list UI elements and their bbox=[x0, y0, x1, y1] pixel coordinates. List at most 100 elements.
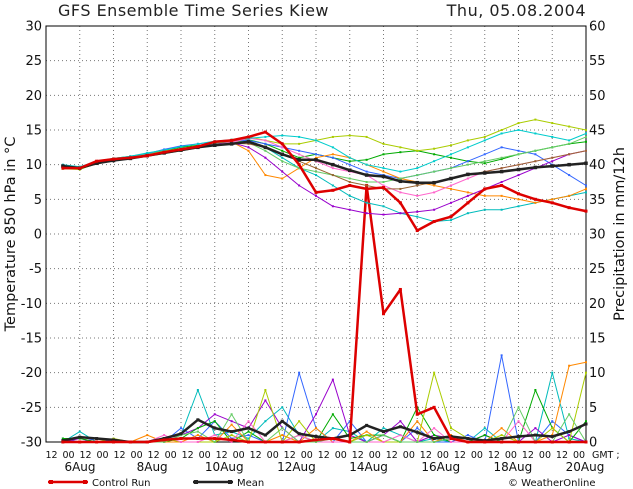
right-tick-label: 30 bbox=[589, 228, 606, 243]
temp-member-4-point bbox=[348, 163, 351, 166]
precip-control-point bbox=[331, 437, 335, 441]
temp-member-7-point bbox=[382, 181, 385, 183]
temp-member-6-point bbox=[450, 201, 452, 204]
hour-tick-label: 00 bbox=[97, 450, 109, 461]
left-axis-ticks: 30 25 20 15 10 5 0 -5 -10 -15 -20 -25 -30 bbox=[21, 20, 42, 451]
temp-member-1-point bbox=[382, 205, 385, 208]
left-tick-label: -10 bbox=[21, 297, 42, 312]
precip-member-5-point bbox=[230, 423, 233, 426]
hour-tick-label: 00 bbox=[335, 450, 347, 461]
precip-member-4-point bbox=[247, 430, 250, 433]
precip-mean-point bbox=[247, 426, 250, 430]
temp-control-point bbox=[196, 145, 200, 149]
precip-control-line bbox=[62, 184, 586, 444]
date-label: 6Aug bbox=[64, 460, 95, 474]
temp-member-7-point bbox=[298, 167, 301, 170]
temp-member-7-point bbox=[348, 177, 351, 180]
temp-member-5-point bbox=[450, 187, 452, 190]
temp-member-9-point bbox=[298, 135, 301, 138]
precip-control-point bbox=[280, 440, 284, 444]
legend-mean-marker bbox=[194, 480, 198, 484]
precip-member-1-point bbox=[483, 427, 486, 430]
temp-member-6-point bbox=[247, 146, 250, 149]
precip-mean-point bbox=[230, 430, 234, 434]
temp-member-4-point bbox=[517, 149, 520, 152]
precip-member-1-point bbox=[331, 427, 334, 430]
precip-control-point bbox=[247, 440, 250, 444]
right-tick-label: 55 bbox=[589, 54, 606, 69]
left-tick-label: 25 bbox=[25, 54, 42, 69]
hour-tick-label: 12 bbox=[352, 450, 364, 461]
temp-control-line bbox=[62, 130, 587, 232]
precip-member-1-point bbox=[568, 437, 571, 440]
left-tick-label: 15 bbox=[25, 124, 42, 139]
temp-member-4-point bbox=[298, 149, 301, 152]
precip-control-point bbox=[567, 440, 571, 444]
temp-control-point bbox=[331, 188, 335, 192]
temp-control-point bbox=[398, 201, 402, 205]
temp-mean-point bbox=[297, 158, 301, 162]
temp-member-6-point bbox=[264, 156, 267, 159]
temp-member-10-point bbox=[365, 184, 368, 187]
precip-member-8-point bbox=[433, 441, 436, 443]
precip-member-5-point bbox=[500, 427, 503, 430]
precip-mean-point bbox=[517, 434, 520, 438]
precip-member-4-point bbox=[61, 437, 64, 440]
temp-mean-point bbox=[567, 162, 571, 167]
temp-member-7-point bbox=[315, 170, 317, 173]
temp-mean-point bbox=[229, 142, 234, 146]
temp-member-10-point bbox=[247, 142, 250, 145]
hour-tick-label: 12 bbox=[250, 450, 262, 461]
precip-member-5-point bbox=[568, 364, 571, 367]
temp-member-9-line bbox=[62, 129, 587, 173]
precip-member-7-point bbox=[196, 441, 199, 443]
temp-member-9-point bbox=[315, 139, 317, 142]
precip-member-2-point bbox=[247, 434, 250, 437]
left-tick-label: -20 bbox=[21, 366, 42, 381]
temp-control-point bbox=[128, 156, 132, 160]
hour-tick-label: 12 bbox=[114, 450, 126, 461]
precip-member-4-point bbox=[585, 420, 587, 423]
temp-member-10-point bbox=[500, 167, 503, 170]
precip-mean-point bbox=[280, 419, 284, 423]
temp-member-6-point bbox=[298, 184, 301, 187]
temp-member-5-point bbox=[281, 177, 284, 180]
temp-control-point bbox=[78, 166, 82, 170]
temp-member-10-point bbox=[348, 181, 351, 183]
date-label: 20Aug bbox=[566, 460, 605, 474]
temp-mean-point bbox=[449, 176, 453, 181]
precip-member-4-point bbox=[196, 427, 199, 430]
hour-tick-label: 00 bbox=[165, 450, 177, 461]
temp-member-2-point bbox=[433, 153, 436, 156]
right-tick-label: 5 bbox=[589, 401, 597, 416]
temp-member-1-point bbox=[365, 201, 368, 204]
temp-member-3-point bbox=[382, 142, 385, 145]
precip-mean-point bbox=[263, 433, 267, 437]
precip-member-4-point bbox=[331, 413, 334, 416]
precip-control-point bbox=[517, 440, 520, 444]
temp-member-2-point bbox=[281, 149, 284, 152]
temp-member-1-point bbox=[416, 215, 419, 218]
hour-tick-label: 00 bbox=[539, 450, 551, 461]
precip-member-6-point bbox=[450, 427, 452, 430]
temp-member-7-point bbox=[517, 153, 520, 156]
temp-member-9-point bbox=[146, 151, 149, 154]
temp-member-2-point bbox=[483, 162, 486, 165]
precip-member-8-point bbox=[230, 413, 233, 416]
precip-control-point bbox=[230, 438, 234, 442]
legend-mean-marker-end bbox=[228, 480, 232, 484]
precip-mean-point bbox=[584, 422, 588, 426]
precip-control-point bbox=[128, 440, 132, 444]
precip-member-3-point bbox=[315, 413, 317, 416]
temp-member-7-point bbox=[483, 160, 486, 163]
temp-mean-point bbox=[94, 161, 99, 166]
right-axis-label: Precipitation in mm/12h bbox=[612, 147, 628, 321]
temp-member-3-point bbox=[551, 122, 554, 125]
date-label: 16Aug bbox=[421, 460, 460, 474]
temp-mean-point bbox=[314, 158, 318, 162]
temp-mean-point bbox=[466, 172, 470, 177]
date-label: 12Aug bbox=[277, 460, 316, 474]
temp-member-8-point bbox=[450, 184, 452, 187]
temp-mean-point bbox=[516, 167, 521, 172]
